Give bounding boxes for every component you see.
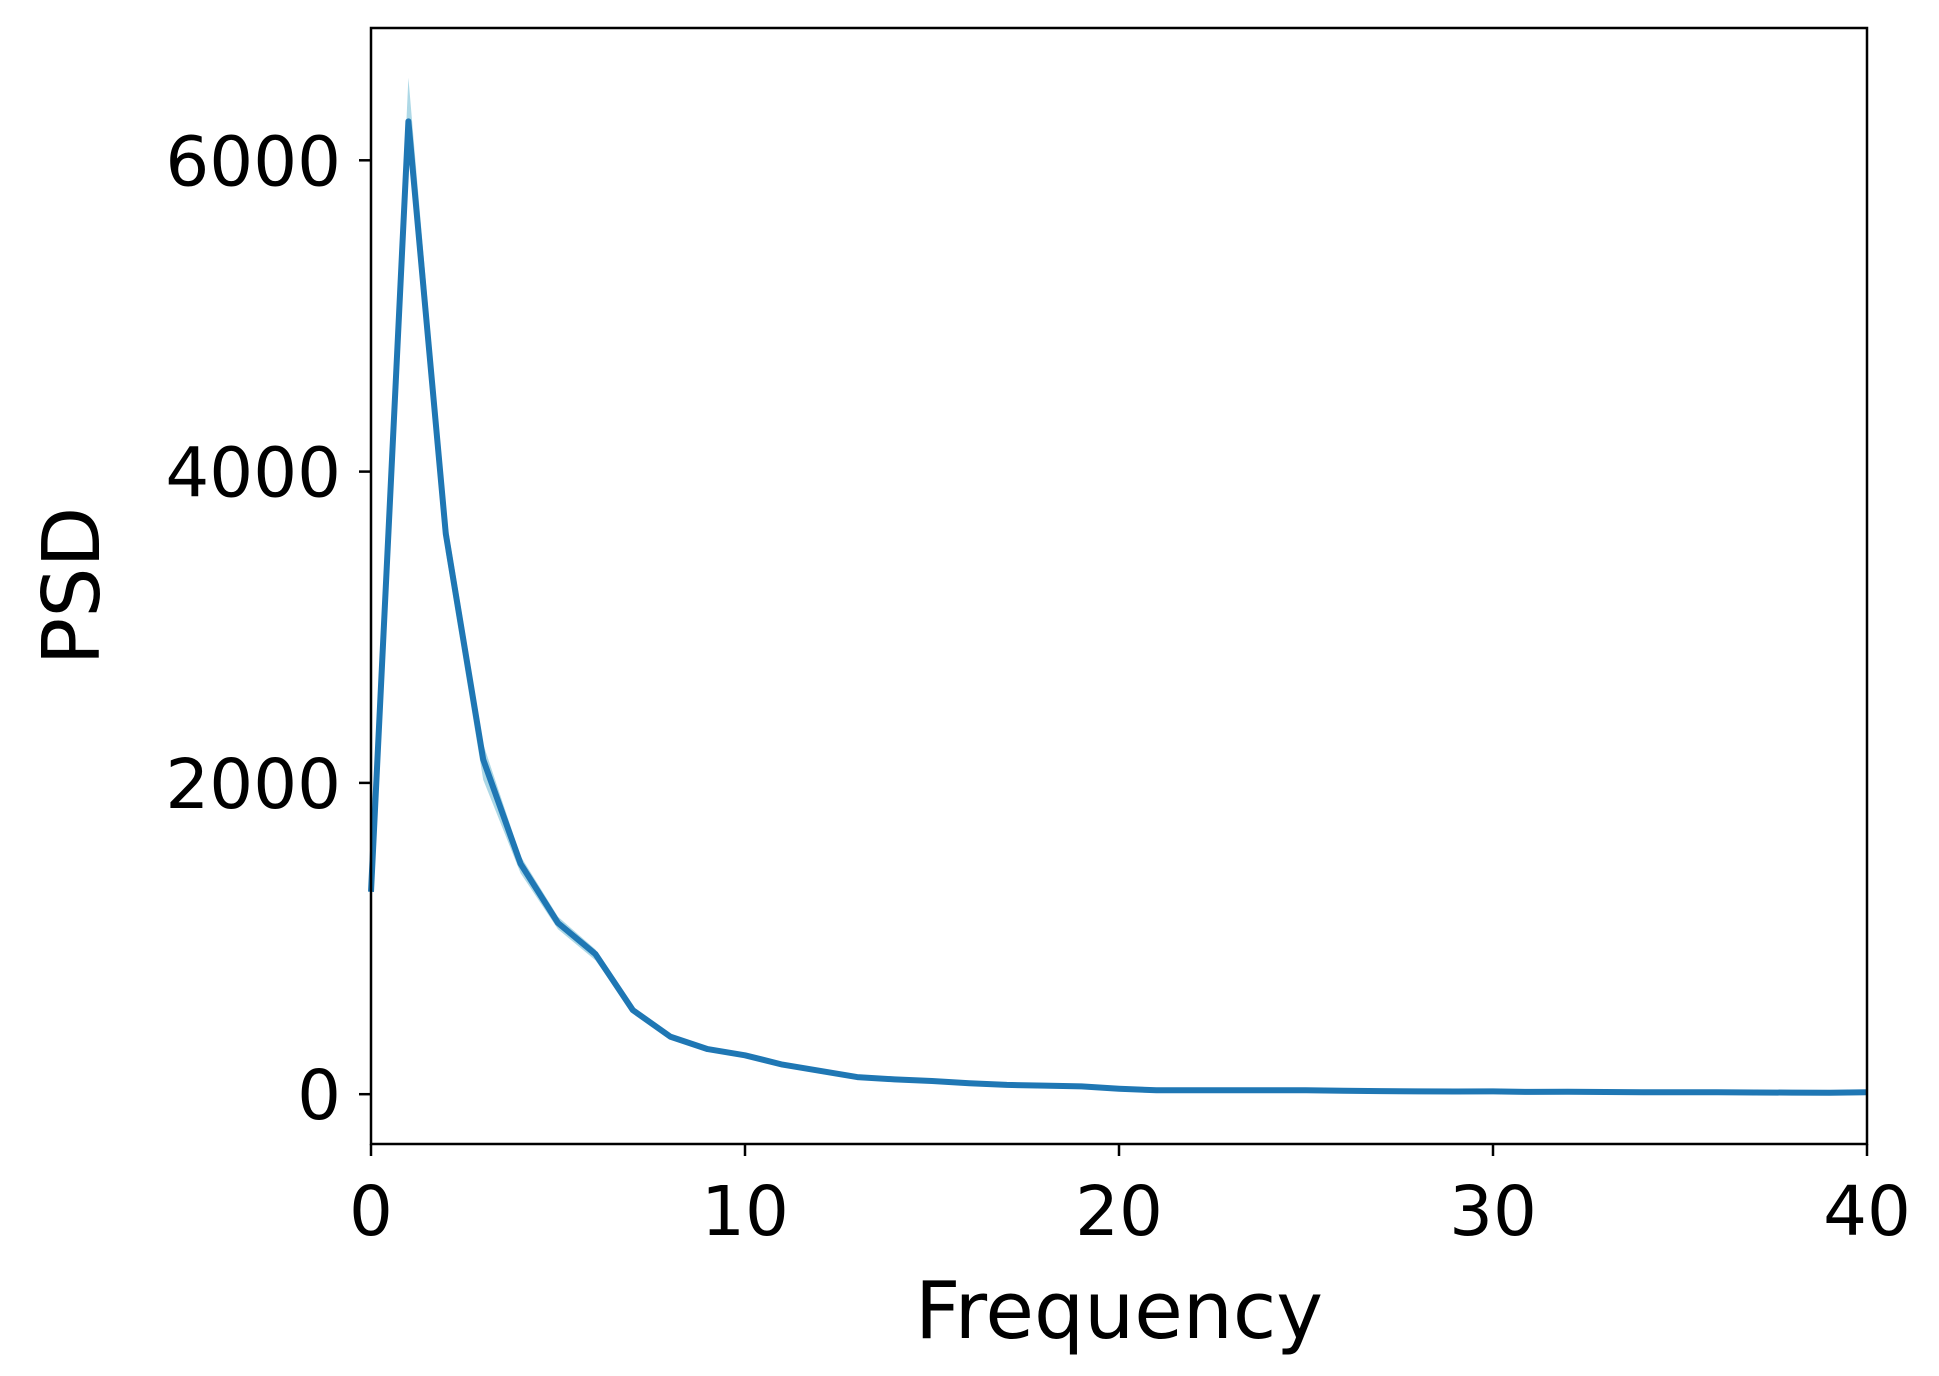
x-tick-label: 30 — [1449, 1172, 1537, 1252]
x-tick-label: 10 — [701, 1172, 789, 1252]
series-group — [368, 77, 1868, 1096]
y-axis: 0 2000 4000 6000 — [165, 122, 371, 1136]
x-tick-label: 20 — [1075, 1172, 1163, 1252]
plot-area-background — [371, 28, 1867, 1144]
y-tick-label: 6000 — [165, 122, 341, 202]
y-tick-label: 2000 — [165, 745, 341, 825]
x-axis-label: Frequency — [915, 1265, 1323, 1357]
y-tick-label: 0 — [297, 1056, 341, 1136]
y-axis-label: PSD — [26, 507, 118, 666]
psd-series-line — [368, 118, 1868, 1096]
x-axis: 0 10 20 30 40 — [349, 1144, 1911, 1252]
x-tick-label: 0 — [349, 1172, 393, 1252]
x-tick-label: 40 — [1823, 1172, 1911, 1252]
y-tick-label: 4000 — [165, 434, 341, 514]
